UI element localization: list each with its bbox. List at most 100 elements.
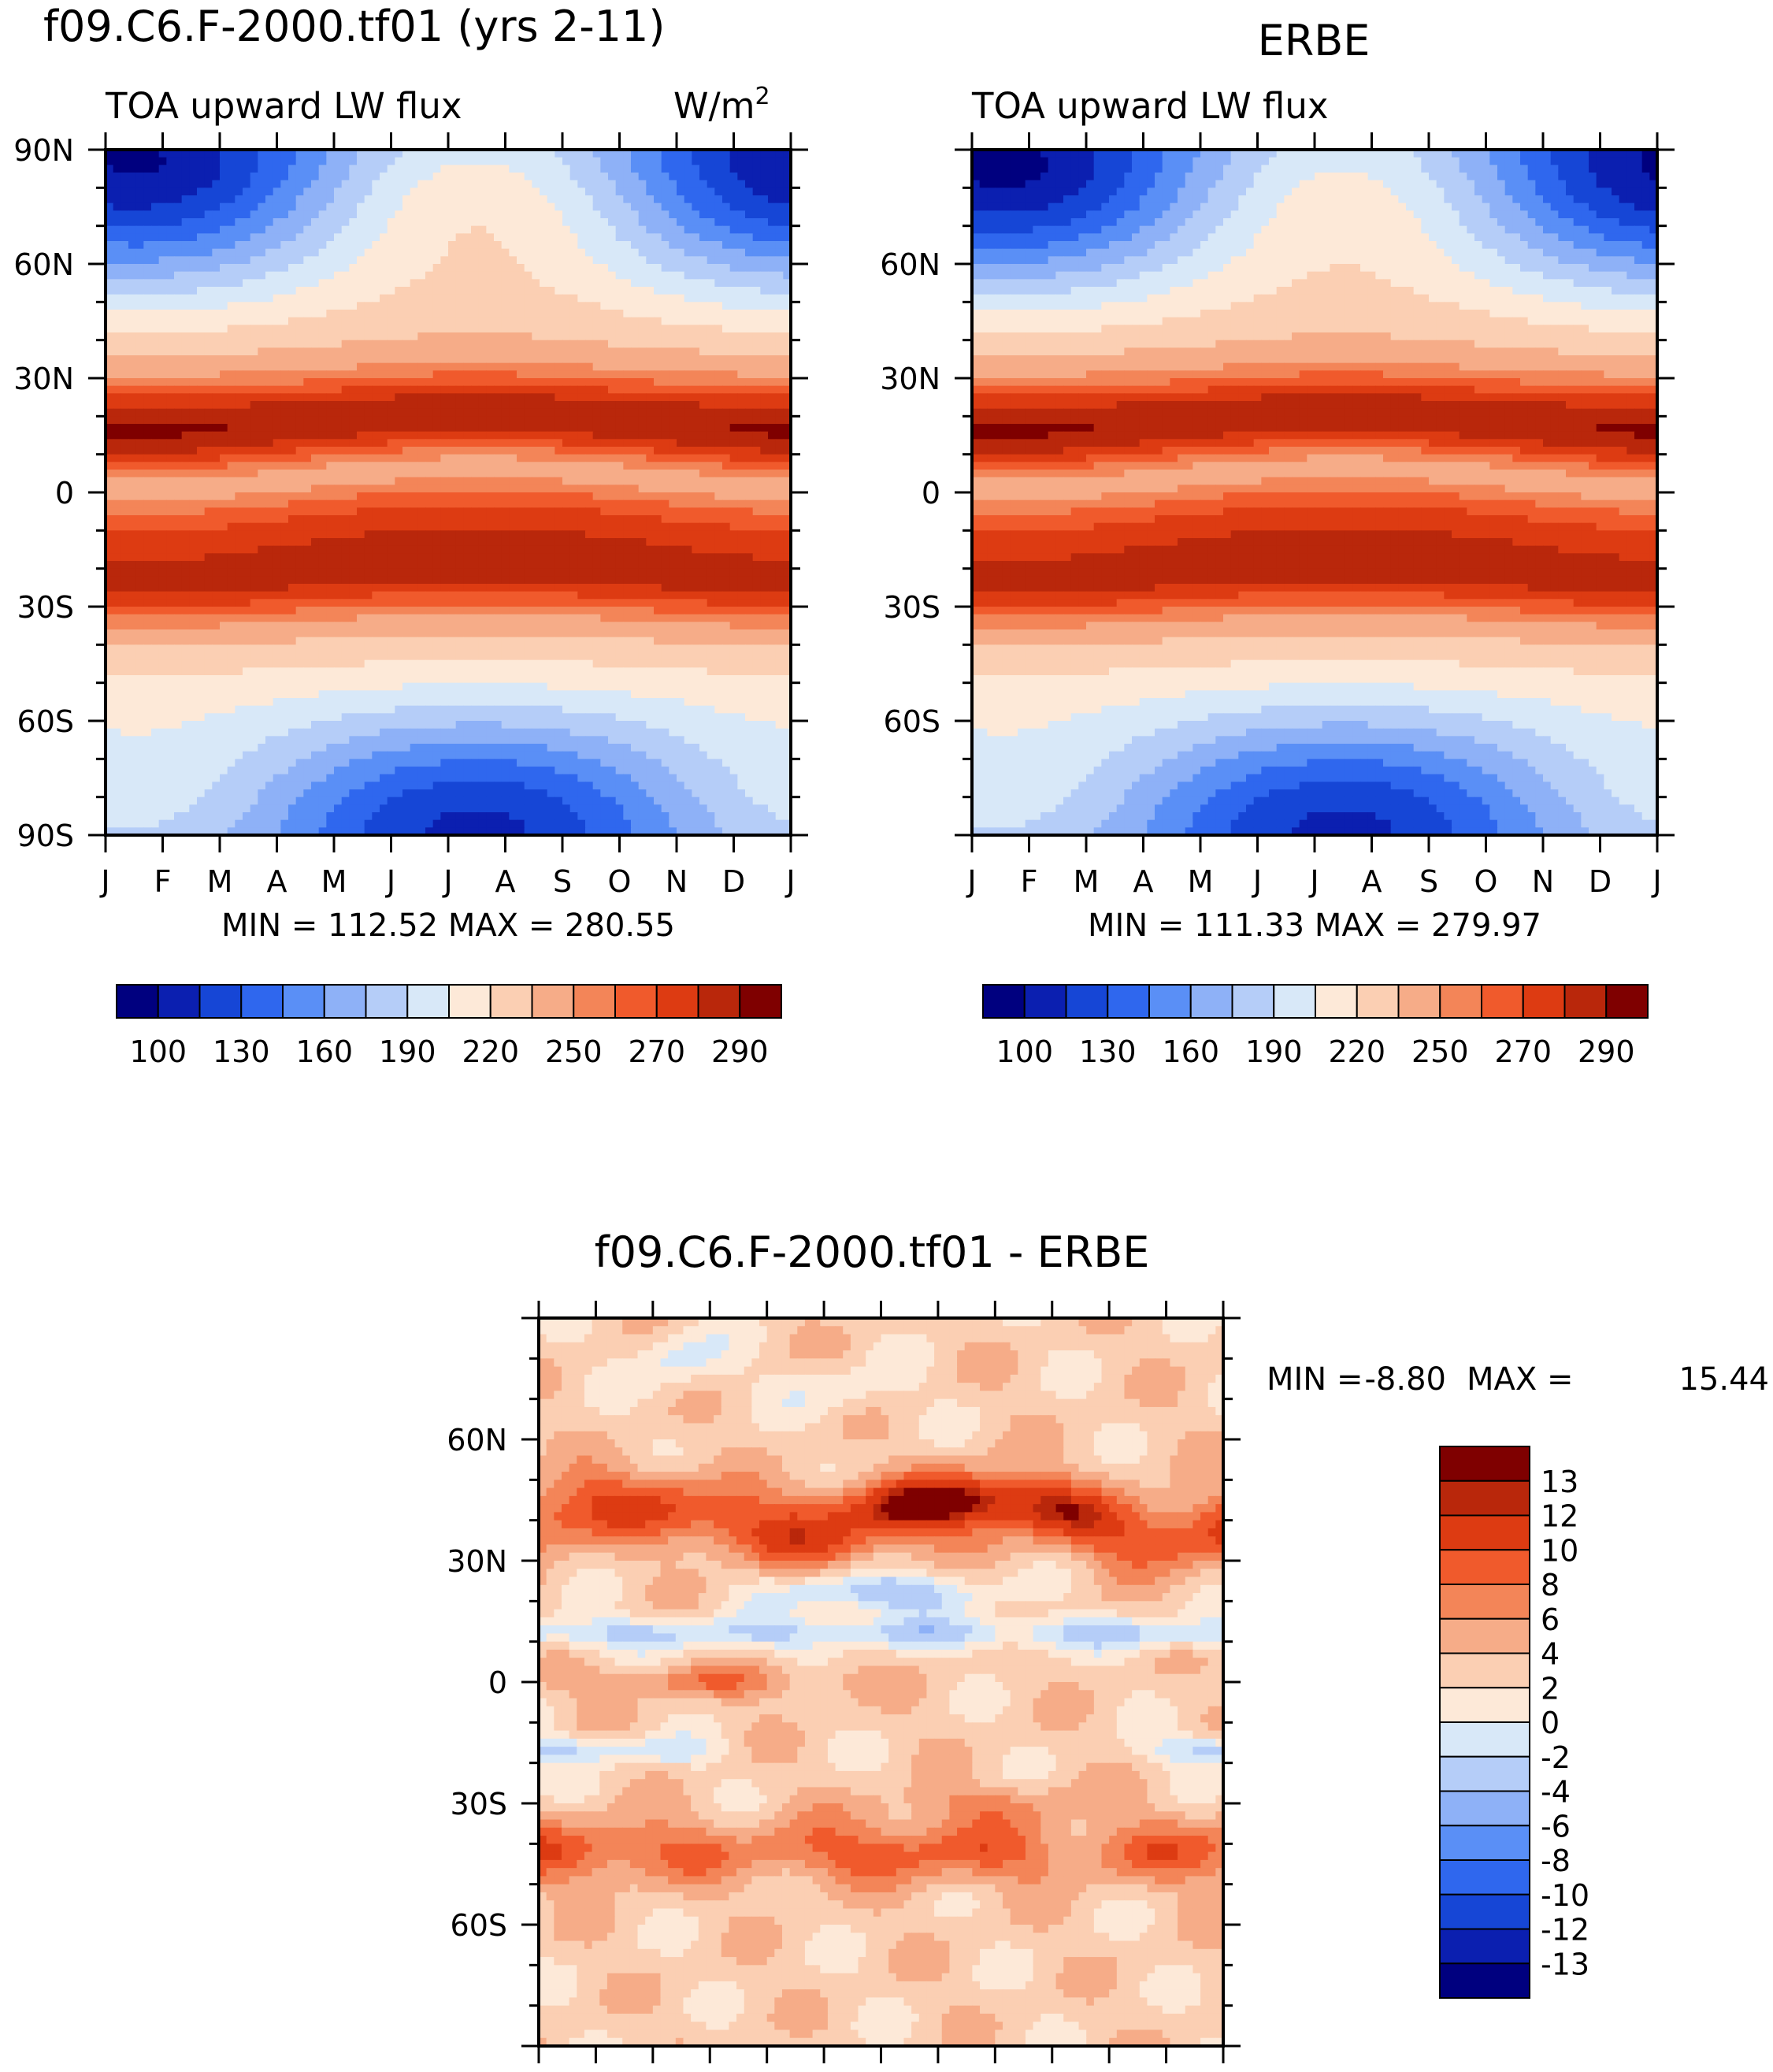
contour-cell (677, 294, 685, 303)
contour-cell (166, 462, 175, 470)
contour-cell (760, 218, 769, 227)
model-panel: f09.C6.F-2000.tf01 (yrs 2-11) TOA upward… (13, 2, 808, 1069)
contour-cell (768, 499, 777, 508)
contour-cell (402, 530, 411, 539)
contour-cell (158, 545, 167, 554)
contour-cell (463, 545, 472, 554)
contour-cell (669, 248, 677, 257)
contour-cell (197, 210, 206, 219)
contour-cell (280, 530, 289, 539)
contour-cell (372, 538, 380, 547)
contour-cell (273, 233, 281, 242)
contour-cell (585, 241, 594, 250)
contour-cell (349, 241, 358, 250)
contour-cell (425, 218, 434, 227)
contour-cell (783, 522, 792, 531)
contour-cell (509, 188, 517, 196)
contour-cell (128, 195, 137, 204)
contour-cell (592, 310, 601, 318)
contour-cell (334, 256, 343, 265)
contour-cell (432, 173, 441, 181)
contour-cell (227, 477, 236, 485)
contour-cell (623, 180, 632, 188)
contour-cell (661, 241, 670, 250)
contour-cell (692, 416, 700, 425)
contour-cell (280, 477, 289, 485)
contour-cell (661, 424, 670, 433)
contour-cell (250, 393, 258, 402)
contour-cell (143, 470, 152, 478)
contour-cell (151, 416, 160, 425)
contour-cell (509, 447, 517, 455)
contour-cell (448, 302, 457, 310)
contour-cell (509, 431, 517, 440)
contour-cell (494, 470, 503, 478)
contour-cell (341, 447, 350, 455)
contour-cell (547, 355, 555, 364)
contour-cell (364, 568, 373, 577)
contour-cell (334, 180, 343, 188)
contour-cell (669, 340, 677, 348)
contour-cell (128, 347, 137, 356)
contour-cell (151, 287, 160, 295)
contour-cell (250, 378, 258, 387)
contour-cell (631, 271, 640, 280)
contour-cell (349, 507, 358, 516)
contour-cell (243, 264, 251, 273)
contour-cell (227, 370, 236, 379)
contour-cell (151, 477, 160, 485)
contour-cell (577, 492, 586, 501)
contour-cell (600, 173, 609, 181)
contour-cell (143, 522, 152, 531)
contour-cell (562, 202, 571, 211)
contour-cell (555, 408, 563, 417)
contour-cell (311, 561, 320, 570)
contour-cell (318, 317, 327, 325)
contour-cell (608, 492, 617, 501)
contour-cell (623, 408, 632, 417)
contour-cell (243, 310, 251, 318)
contour-cell (357, 294, 365, 303)
contour-cell (189, 180, 198, 188)
contour-cell (783, 431, 792, 440)
contour-cell (113, 332, 121, 341)
contour-cell (623, 271, 632, 280)
contour-cell (577, 454, 586, 462)
contour-cell (585, 317, 594, 325)
contour-cell (212, 225, 221, 234)
contour-cell (235, 553, 243, 562)
contour-cell (357, 310, 365, 318)
contour-cell (707, 180, 715, 188)
contour-cell (364, 150, 373, 158)
contour-cell (181, 332, 190, 341)
contour-cell (326, 157, 335, 165)
contour-cell (250, 477, 258, 485)
contour-cell (615, 157, 624, 165)
contour-cell (197, 248, 206, 257)
contour-cell (646, 150, 655, 158)
contour-cell (463, 439, 472, 447)
contour-cell (501, 233, 510, 242)
contour-cell (166, 515, 175, 524)
contour-cell (608, 470, 617, 478)
contour-cell (440, 340, 449, 348)
contour-cell (235, 225, 243, 234)
contour-cell (661, 439, 670, 447)
contour-cell (775, 347, 784, 356)
contour-cell (661, 264, 670, 273)
contour-cell (509, 553, 517, 562)
contour-cell (273, 416, 281, 425)
contour-cell (692, 248, 700, 257)
contour-cell (243, 385, 251, 394)
contour-cell (387, 355, 395, 364)
contour-cell (402, 470, 411, 478)
contour-cell (395, 279, 403, 288)
contour-cell (113, 210, 121, 219)
contour-cell (295, 256, 304, 265)
contour-cell (402, 332, 411, 341)
contour-cell (425, 233, 434, 242)
contour-cell (448, 370, 457, 379)
contour-cell (295, 310, 304, 318)
contour-cell (135, 188, 144, 196)
contour-cell (357, 340, 365, 348)
